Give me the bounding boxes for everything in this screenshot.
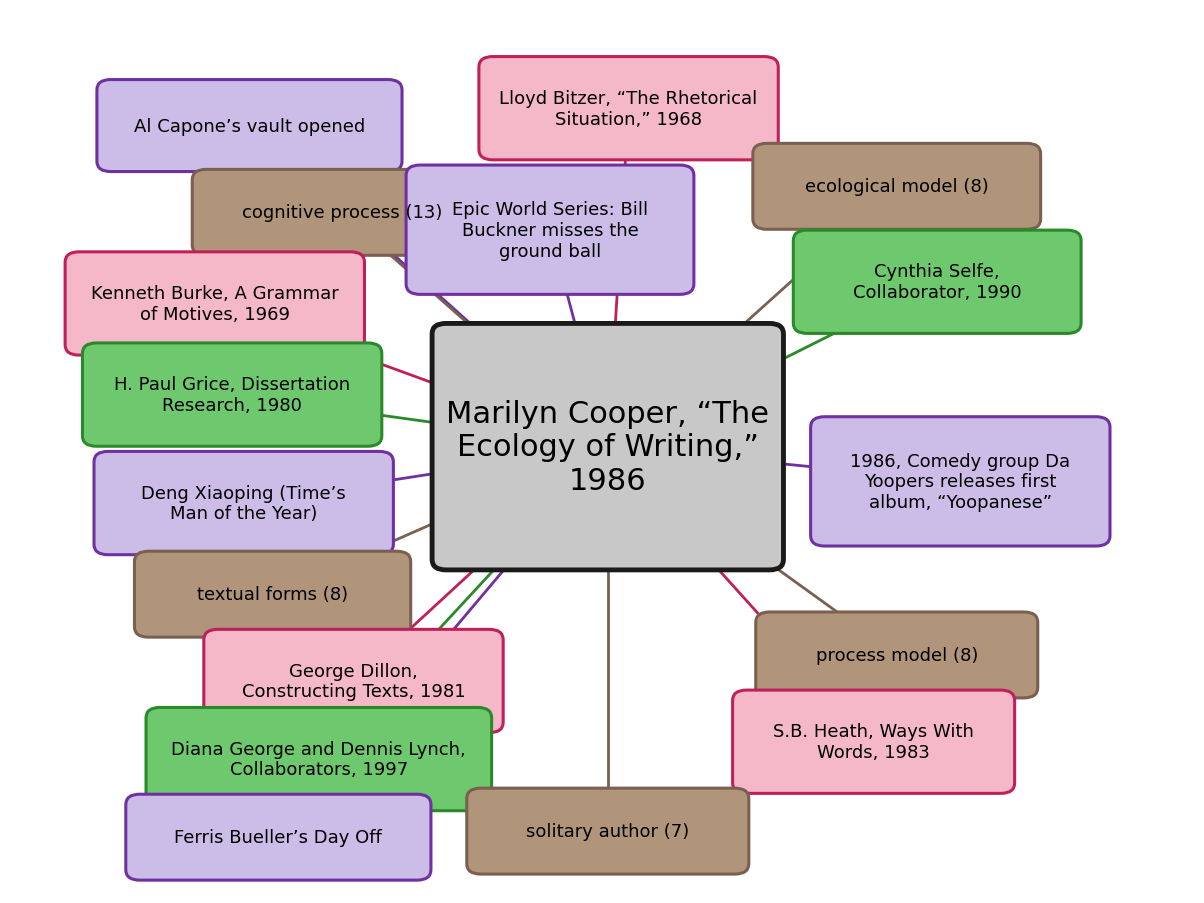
FancyBboxPatch shape bbox=[193, 170, 491, 256]
Text: ecological model (8): ecological model (8) bbox=[804, 178, 988, 196]
FancyBboxPatch shape bbox=[65, 253, 365, 356]
FancyBboxPatch shape bbox=[479, 58, 778, 161]
FancyBboxPatch shape bbox=[793, 231, 1081, 334]
Text: Al Capone’s vault opened: Al Capone’s vault opened bbox=[134, 117, 365, 135]
Text: Ferris Bueller’s Day Off: Ferris Bueller’s Day Off bbox=[175, 828, 382, 846]
FancyBboxPatch shape bbox=[432, 324, 784, 571]
Text: Epic World Series: Bill
Buckner misses the
ground ball: Epic World Series: Bill Buckner misses t… bbox=[452, 200, 648, 260]
FancyBboxPatch shape bbox=[135, 552, 411, 638]
FancyBboxPatch shape bbox=[752, 144, 1040, 230]
FancyBboxPatch shape bbox=[96, 80, 402, 172]
Text: Diana George and Dennis Lynch,
Collaborators, 1997: Diana George and Dennis Lynch, Collabora… bbox=[171, 740, 466, 778]
Text: 1986, Comedy group Da
Yoopers releases first
album, “Yoopanese”: 1986, Comedy group Da Yoopers releases f… bbox=[850, 452, 1070, 512]
Text: solitary author (7): solitary author (7) bbox=[526, 823, 690, 840]
FancyBboxPatch shape bbox=[756, 612, 1038, 698]
Text: Deng Xiaoping (Time’s
Man of the Year): Deng Xiaoping (Time’s Man of the Year) bbox=[141, 484, 346, 523]
FancyBboxPatch shape bbox=[146, 708, 491, 811]
Text: textual forms (8): textual forms (8) bbox=[197, 585, 348, 603]
Text: Lloyd Bitzer, “The Rhetorical
Situation,” 1968: Lloyd Bitzer, “The Rhetorical Situation,… bbox=[500, 89, 757, 128]
Text: Cynthia Selfe,
Collaborator, 1990: Cynthia Selfe, Collaborator, 1990 bbox=[852, 263, 1021, 302]
Text: George Dillon,
Constructing Texts, 1981: George Dillon, Constructing Texts, 1981 bbox=[242, 662, 465, 701]
Text: H. Paul Grice, Dissertation
Research, 1980: H. Paul Grice, Dissertation Research, 19… bbox=[114, 376, 350, 414]
Text: Marilyn Cooper, “The
Ecology of Writing,”
1986: Marilyn Cooper, “The Ecology of Writing,… bbox=[447, 399, 769, 495]
FancyBboxPatch shape bbox=[732, 690, 1015, 794]
FancyBboxPatch shape bbox=[82, 343, 382, 447]
Text: cognitive process (13): cognitive process (13) bbox=[242, 204, 442, 222]
Text: S.B. Heath, Ways With
Words, 1983: S.B. Heath, Ways With Words, 1983 bbox=[773, 722, 974, 761]
FancyBboxPatch shape bbox=[406, 166, 694, 295]
FancyBboxPatch shape bbox=[203, 629, 503, 733]
Text: process model (8): process model (8) bbox=[815, 647, 978, 665]
FancyBboxPatch shape bbox=[94, 452, 394, 555]
FancyBboxPatch shape bbox=[810, 417, 1110, 546]
Text: Kenneth Burke, A Grammar
of Motives, 1969: Kenneth Burke, A Grammar of Motives, 196… bbox=[92, 284, 338, 323]
FancyBboxPatch shape bbox=[467, 788, 749, 874]
FancyBboxPatch shape bbox=[125, 795, 431, 880]
